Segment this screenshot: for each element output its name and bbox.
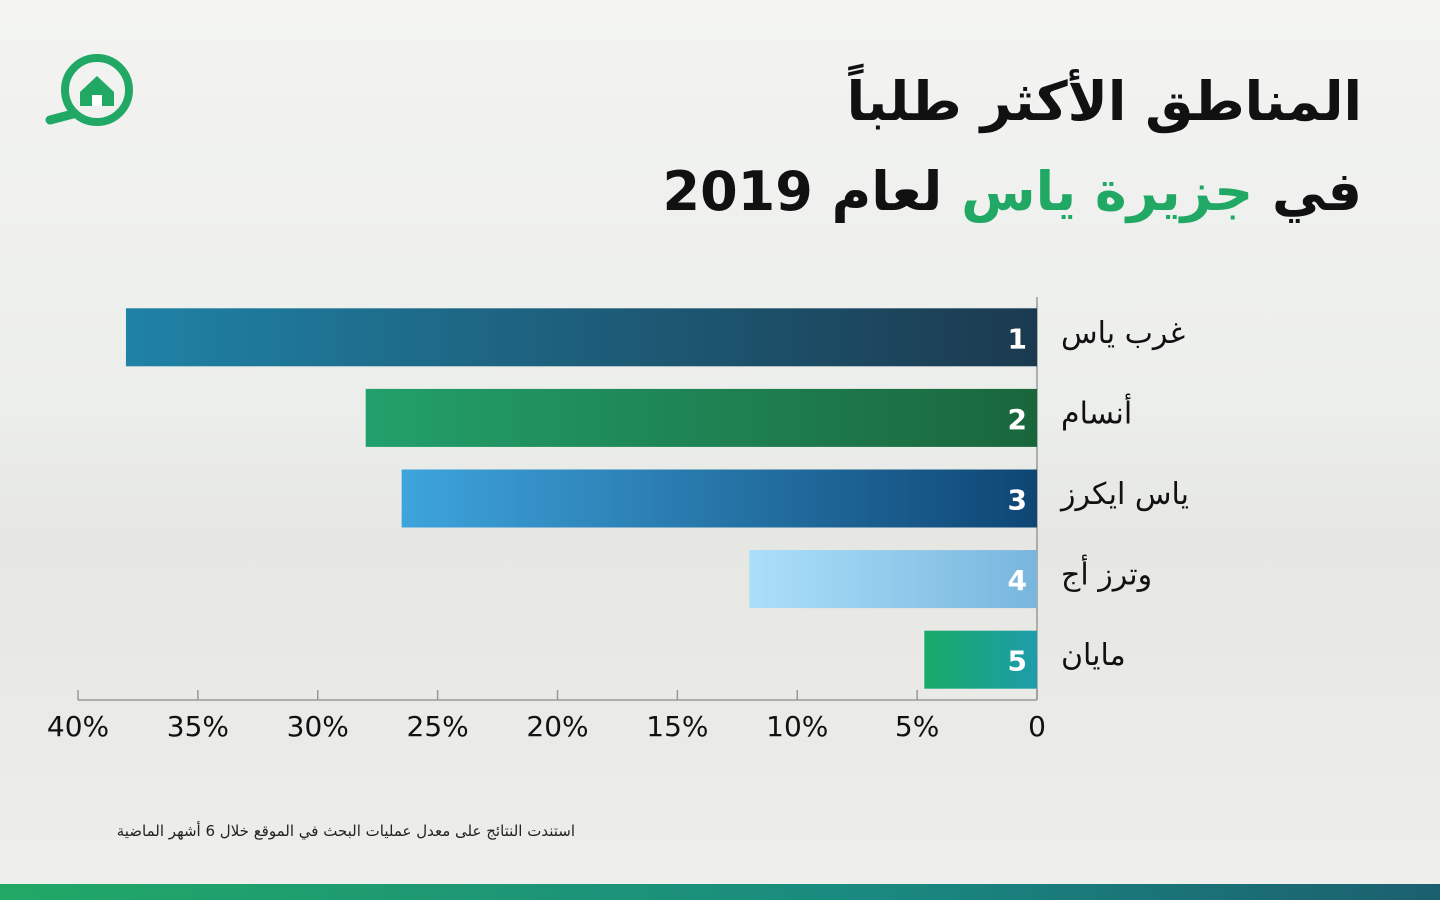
category-label: أنسام	[1061, 392, 1132, 431]
bottom-strip	[0, 884, 1440, 900]
bar-rank: 1	[1008, 322, 1027, 355]
title: المناطق الأكثر طلباً	[846, 70, 1362, 133]
category-label: مايان	[1061, 638, 1126, 673]
footnote: استندت النتائج على معدل عمليات البحث في …	[116, 822, 575, 840]
subtitle-part: في	[1272, 160, 1362, 223]
x-tick-label: 40%	[47, 710, 109, 743]
x-tick-label: 15%	[646, 710, 708, 743]
category-label: غرب ياس	[1061, 316, 1185, 351]
x-tick-label: 30%	[287, 710, 349, 743]
subtitle-part: لعام 2019	[662, 160, 943, 223]
bar-rank: 3	[1008, 484, 1027, 517]
bar-rank: 4	[1008, 564, 1027, 597]
category-label: وترز أج	[1061, 554, 1152, 593]
bar-rank: 5	[1008, 645, 1027, 678]
bar	[365, 388, 1037, 447]
bar-rank: 2	[1008, 403, 1027, 436]
x-tick-label: 0	[1028, 710, 1046, 743]
bar	[749, 550, 1037, 609]
logo	[45, 54, 133, 126]
x-tick-label: 10%	[766, 710, 828, 743]
x-tick-label: 5%	[895, 710, 939, 743]
category-label: ياس ايكرز	[1059, 477, 1189, 512]
bar	[125, 308, 1037, 367]
subtitle: في جزيرة ياس لعام 2019	[663, 160, 1362, 223]
x-tick-label: 25%	[407, 710, 469, 743]
x-tick-label: 20%	[526, 710, 588, 743]
x-tick-label: 35%	[167, 710, 229, 743]
subtitle-highlight: جزيرة ياس	[961, 160, 1254, 223]
bar	[924, 630, 1037, 689]
bar	[401, 469, 1038, 528]
